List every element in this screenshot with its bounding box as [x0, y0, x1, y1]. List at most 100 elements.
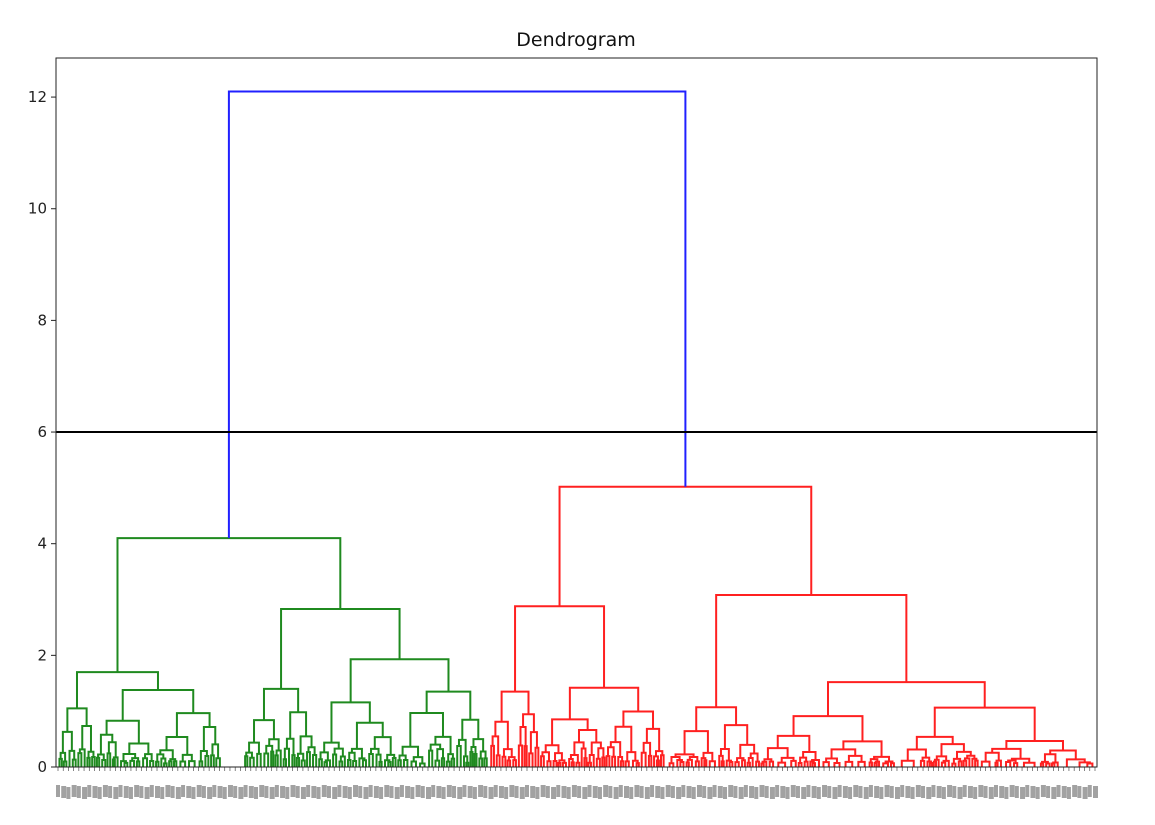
- x-tick-label: [691, 787, 696, 799]
- x-tick-label: [118, 785, 123, 797]
- x-tick-label: [535, 787, 540, 799]
- dendrogram-link: [168, 760, 173, 767]
- x-tick-label: [999, 786, 1005, 798]
- x-tick-label: [498, 786, 504, 798]
- x-tick-label: [170, 786, 175, 798]
- dendrogram-link: [91, 756, 96, 767]
- dendrogram-link: [506, 759, 512, 767]
- dendrogram-link: [440, 757, 446, 767]
- dendrogram-link: [159, 749, 174, 760]
- x-tick-label: [405, 786, 411, 798]
- dendrogram-link: [368, 752, 374, 767]
- x-tick-label: [962, 785, 967, 797]
- x-tick-label: [196, 785, 202, 797]
- dendrogram-link: [300, 759, 306, 767]
- x-tick-label: [905, 786, 911, 798]
- dendrogram-link: [81, 724, 92, 752]
- dendrogram-link: [135, 760, 141, 767]
- dendrogram-link: [1022, 761, 1036, 767]
- x-tick-label: [212, 785, 217, 797]
- x-tick-label: [1030, 786, 1036, 798]
- x-tick-label: [1093, 786, 1098, 798]
- x-tick-label: [889, 786, 894, 798]
- dendrogram-link: [933, 758, 940, 767]
- x-tick-label: [243, 785, 248, 797]
- x-tick-label: [613, 787, 619, 799]
- cluster-link-L_a1: [66, 707, 88, 732]
- x-tick-label: [587, 785, 592, 797]
- dendrogram-link: [570, 761, 575, 767]
- dendrogram-link: [204, 754, 210, 767]
- dendrogram-link: [676, 758, 683, 767]
- x-tick-label: [926, 787, 932, 799]
- dendrogram-link: [741, 759, 746, 767]
- dendrogram-link: [245, 751, 253, 758]
- dendrogram-link: [1007, 759, 1017, 764]
- dendrogram-link: [268, 738, 280, 751]
- x-tick-label: [874, 786, 880, 798]
- x-tick-label: [76, 786, 81, 798]
- dendrogram-link: [668, 762, 675, 767]
- dendrogram-link: [163, 762, 168, 767]
- dendrogram-link: [971, 757, 978, 767]
- x-tick-label: [1025, 785, 1030, 797]
- dendrogram-link: [215, 757, 221, 767]
- dendrogram-link: [101, 759, 107, 767]
- x-tick-label: [863, 787, 869, 799]
- dendrogram-link: [601, 756, 606, 767]
- dendrogram-link: [760, 762, 765, 767]
- y-tick-label: 0: [37, 758, 47, 776]
- dendrogram-link: [688, 755, 699, 762]
- x-tick-label: [978, 785, 984, 797]
- x-tick-label: [108, 786, 113, 798]
- x-tick-label: [368, 785, 373, 797]
- x-tick-label: [514, 786, 519, 798]
- dendrogram-link: [106, 752, 112, 767]
- dendrogram-link: [617, 756, 624, 767]
- dendrogram-link: [660, 754, 665, 767]
- dendrogram-link: [86, 756, 91, 767]
- dendrogram-link: [179, 760, 187, 767]
- x-tick-label: [566, 787, 571, 799]
- dendrogram-link: [149, 759, 155, 767]
- x-tick-label: [1087, 785, 1092, 797]
- dendrogram-link: [478, 757, 484, 767]
- dendrogram-link: [1052, 761, 1059, 767]
- x-tick-label: [832, 787, 838, 799]
- x-tick-label: [681, 785, 686, 797]
- dendrogram-link: [889, 762, 895, 767]
- dendrogram-link: [319, 751, 329, 761]
- x-tick-label: [332, 787, 338, 799]
- x-tick-label: [436, 786, 442, 798]
- dendrogram-link: [1013, 762, 1019, 767]
- dendrogram-link: [609, 741, 622, 758]
- x-tick-label: [1020, 787, 1026, 799]
- x-tick-label: [389, 786, 394, 798]
- dendrogram-link: [419, 762, 426, 767]
- x-tick-label: [801, 787, 807, 799]
- dendrogram-link: [202, 725, 217, 752]
- dendrogram-link: [580, 747, 587, 767]
- x-tick-label: [186, 786, 192, 798]
- x-tick-label: [952, 786, 957, 798]
- chart-title: Dendrogram: [516, 29, 635, 51]
- dendrogram-link: [728, 761, 734, 767]
- dendrogram-link: [561, 761, 567, 767]
- x-tick-label: [155, 786, 161, 798]
- dendrogram-link: [323, 741, 340, 753]
- x-tick-label: [816, 787, 821, 799]
- x-tick-label: [696, 785, 702, 797]
- x-tick-label: [957, 787, 963, 799]
- x-tick-label: [452, 786, 457, 798]
- x-tick-label: [597, 787, 602, 799]
- dendrogram-link: [811, 759, 820, 767]
- x-tick-label: [853, 785, 859, 797]
- dendrogram-link: [951, 762, 957, 767]
- dendrogram-link: [522, 713, 535, 733]
- dendrogram-link: [558, 759, 566, 763]
- dendrogram-link: [350, 747, 363, 759]
- dendrogram-link: [483, 757, 488, 767]
- x-tick-label: [670, 786, 675, 798]
- x-tick-label: [571, 785, 577, 797]
- x-tick-label: [780, 786, 786, 798]
